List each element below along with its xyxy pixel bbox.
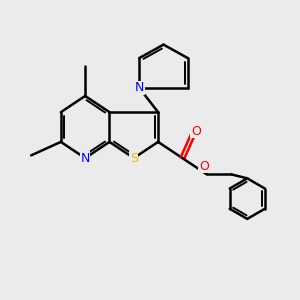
- Text: S: S: [130, 152, 138, 165]
- Text: N: N: [134, 81, 144, 94]
- Text: O: O: [199, 160, 209, 173]
- Text: O: O: [191, 124, 201, 138]
- Text: N: N: [80, 152, 90, 165]
